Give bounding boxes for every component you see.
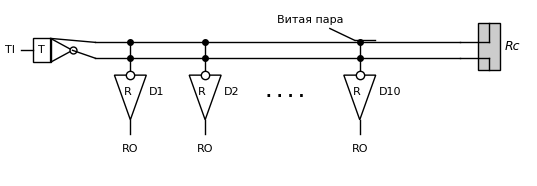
Text: TI: TI (5, 45, 14, 55)
Text: RO: RO (122, 144, 139, 154)
Text: . . . .: . . . . (266, 85, 304, 100)
Text: D2: D2 (224, 87, 240, 97)
Text: Витая пара: Витая пара (277, 15, 343, 25)
Text: RO: RO (197, 144, 213, 154)
Text: T: T (38, 45, 45, 55)
Text: RO: RO (352, 144, 368, 154)
Bar (478, 23, 500, 70)
Text: D1: D1 (149, 87, 165, 97)
Bar (33, 39, 50, 62)
Text: R: R (353, 87, 361, 97)
Text: Rc: Rc (504, 40, 520, 53)
Text: D10: D10 (379, 87, 401, 97)
Text: R: R (124, 87, 131, 97)
Text: R: R (198, 87, 206, 97)
